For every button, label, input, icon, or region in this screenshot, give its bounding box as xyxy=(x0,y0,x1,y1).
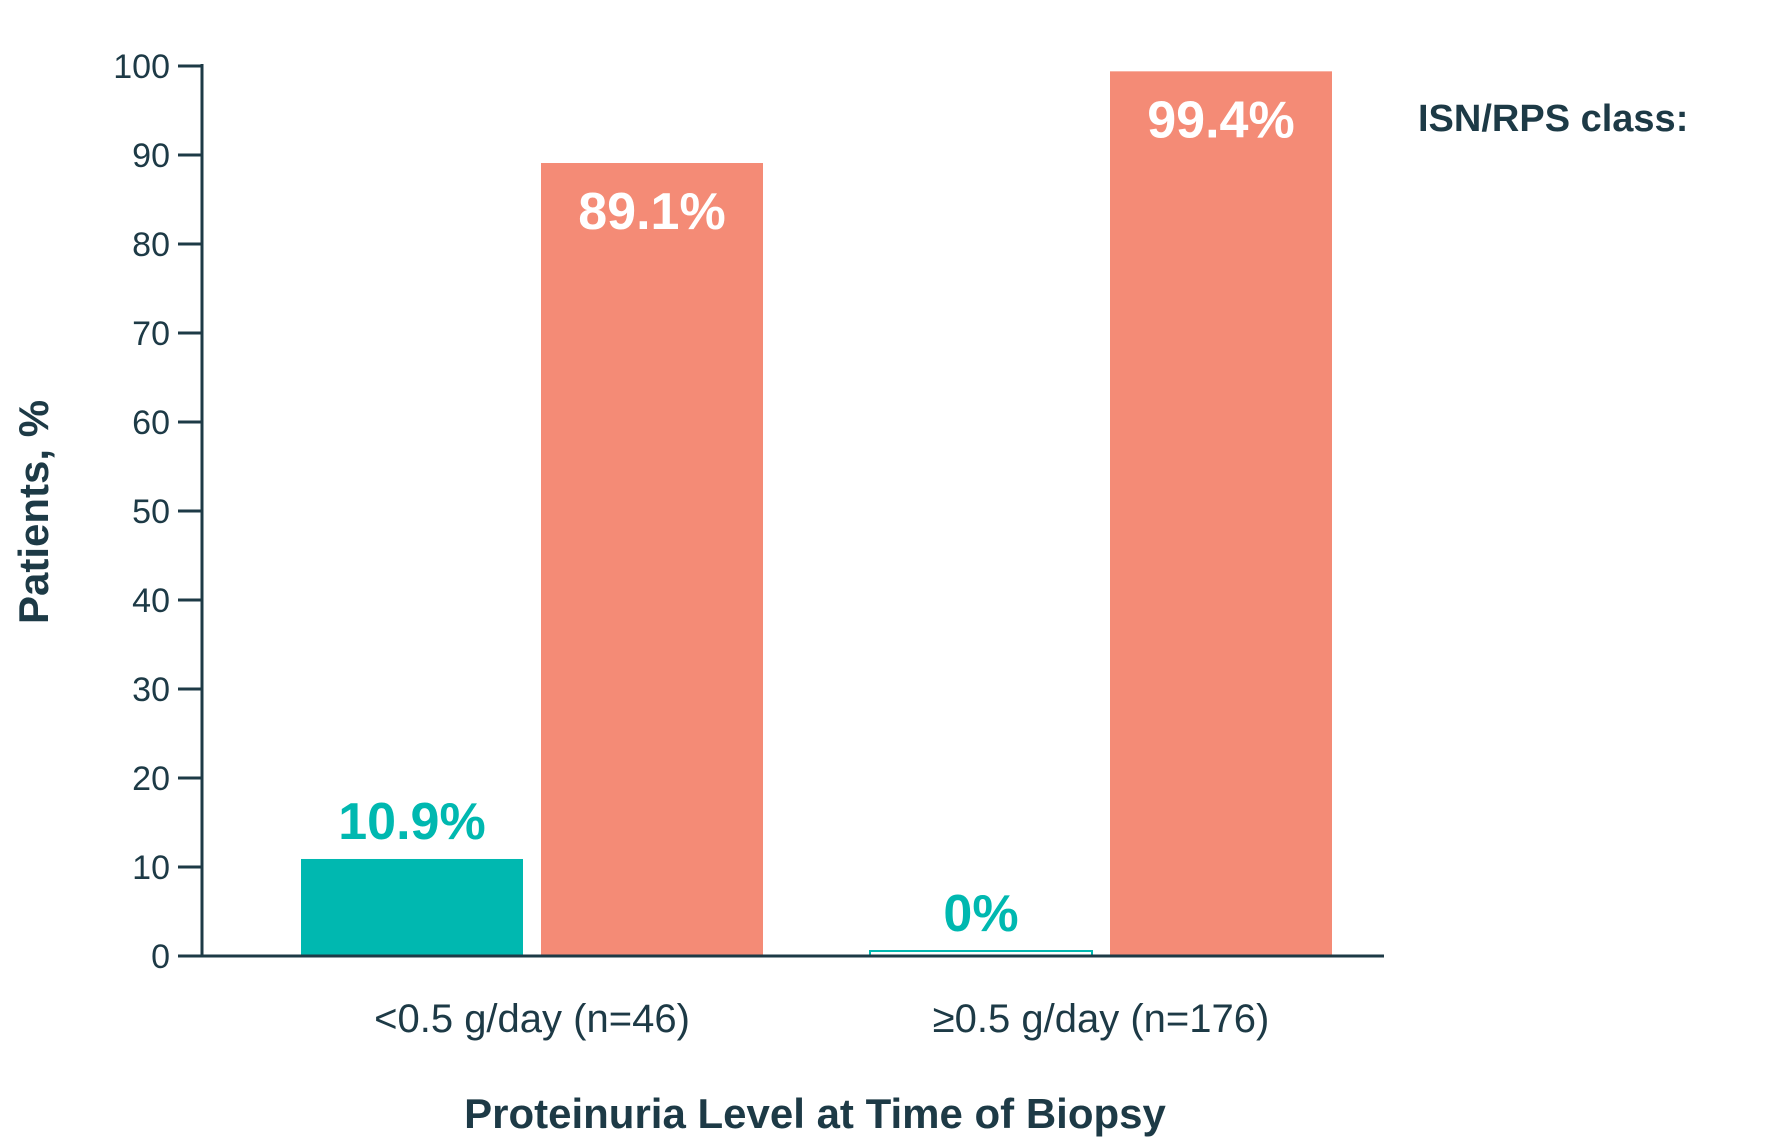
bar-value-label: 89.1% xyxy=(578,183,725,241)
y-tick-label: 10 xyxy=(132,849,170,887)
legend-item-class-iii-iv-v: III or IV (± V), or V xyxy=(1418,258,1740,383)
bar xyxy=(301,858,523,956)
legend-label-class-ii: II xyxy=(1568,183,1589,225)
bar-value-label: 10.9% xyxy=(338,793,485,851)
y-tick-label: 50 xyxy=(132,493,170,531)
x-axis-ticks: <0.5 g/day (n=46) ≥0.5 g/day (n=176) xyxy=(374,997,1269,1041)
y-tick-label: 40 xyxy=(132,582,170,620)
bar xyxy=(541,163,763,956)
y-axis-ticks: 0 10 20 30 40 50 60 70 80 90 100 xyxy=(113,48,202,976)
y-tick-label: 70 xyxy=(132,315,170,353)
bars xyxy=(301,71,1332,957)
y-tick-label: 0 xyxy=(151,938,170,976)
y-tick-label: 60 xyxy=(132,404,170,442)
y-tick-label: 90 xyxy=(132,137,170,175)
value-labels: 10.9% 89.1% 0% 99.4% xyxy=(338,91,1294,943)
bar-value-label: 0% xyxy=(943,885,1018,943)
y-tick-label: 80 xyxy=(132,226,170,264)
x-tick-label: ≥0.5 g/day (n=176) xyxy=(933,997,1270,1041)
bar xyxy=(1110,71,1332,957)
bar-value-label: 99.4% xyxy=(1147,91,1294,149)
legend: ISN/RPS class: II III or IV (± V), or V xyxy=(1418,98,1740,383)
y-tick-label: 20 xyxy=(132,760,170,798)
y-tick-label: 100 xyxy=(113,48,170,86)
legend-title: ISN/RPS class: xyxy=(1418,98,1689,140)
y-tick-label: 30 xyxy=(132,671,170,709)
legend-item-class-ii: II xyxy=(1418,167,1740,242)
x-axis-label: Proteinuria Level at Time of Biopsy xyxy=(464,1090,1166,1137)
y-axis-label: Patients, % xyxy=(10,400,57,624)
x-tick-label: <0.5 g/day (n=46) xyxy=(374,997,690,1041)
legend-label-class-iii-iv-v: III or IV (± V), or V xyxy=(1495,279,1663,361)
